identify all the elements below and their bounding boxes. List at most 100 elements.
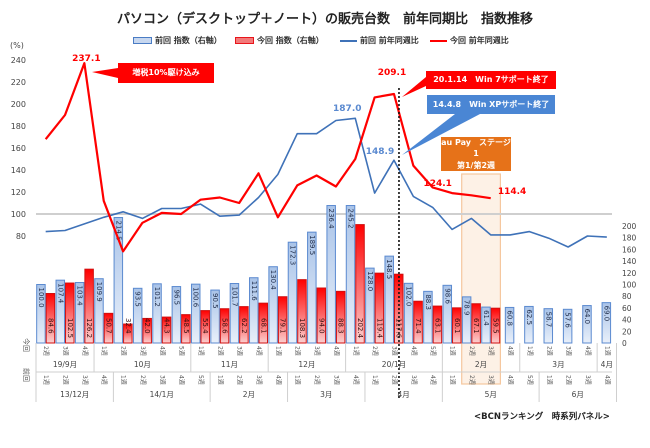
bar-previous-index (229, 283, 240, 344)
bar-label-previous: 78.9 (463, 300, 471, 316)
bar-label-current: 59.5 (491, 318, 499, 334)
bar-label-previous: 111.6 (250, 281, 258, 302)
bar-label-previous: 103.4 (76, 286, 84, 307)
week-label-previous: 2週 (565, 375, 573, 385)
week-label-current: 1週 (449, 346, 457, 356)
bar-current-index (45, 293, 56, 344)
bar-label-previous: 100.0 (37, 288, 45, 308)
left-axis-tick: 200 (11, 100, 26, 109)
bar-current-index (200, 310, 210, 344)
right-axis-tick: 20 (622, 327, 632, 336)
bar-previous-index (55, 279, 66, 344)
bar-label-previous: 189.5 (308, 235, 316, 255)
week-label-current: 2週 (216, 346, 224, 356)
week-label-current: 2週 (120, 346, 128, 356)
month-label-current: 11月 (221, 360, 238, 369)
line-current-yoy (44, 62, 491, 253)
legend-swatch (430, 39, 447, 42)
week-label-current: 3週 (565, 346, 573, 356)
bar-previous-index (582, 305, 592, 344)
bar-label-current: 84.6 (46, 318, 54, 334)
footnote: <BCNランキング 時系列パネル> (474, 412, 610, 422)
legend-label: 今回 指数（右軸） (257, 36, 324, 45)
bar-previous-index (384, 255, 394, 344)
week-label-previous: 4週 (429, 375, 437, 385)
month-label-previous: 2月 (243, 390, 255, 399)
week-label-previous: 1週 (120, 375, 128, 385)
bar-current-index (452, 307, 462, 344)
right-axis-tick: 40 (622, 316, 632, 325)
week-label-current: 4週 (410, 346, 418, 356)
bar-previous-index (210, 289, 220, 344)
bar-label-previous: 98.6 (443, 288, 451, 304)
bar-label-current: 79.1 (279, 318, 287, 334)
bar-previous-index (74, 282, 85, 344)
right-axis-tick: 160 (622, 245, 637, 254)
week-label-current: 4週 (507, 346, 515, 356)
bar-current-index (258, 302, 269, 344)
bar-label-previous: 148.5 (385, 259, 393, 279)
bar-label-previous: 69.0 (602, 306, 610, 322)
legend-swatch (340, 39, 357, 42)
week-label-previous: 4週 (274, 375, 282, 385)
week-label-previous: 4週 (603, 375, 611, 385)
month-label-previous: 13/12月 (60, 390, 89, 399)
bar-previous-index (461, 296, 472, 344)
week-label-current: 1週 (526, 346, 534, 356)
week-label-previous: 3週 (410, 375, 418, 385)
bar-previous-index (326, 205, 336, 344)
right-axis-tick: 60 (622, 304, 632, 313)
legend-item-prev-index: 前回 指数（右軸） (133, 35, 222, 46)
legend-item-curr-ratio: 今回 前年同週比 (430, 35, 509, 46)
left-axis-tick: 160 (11, 144, 26, 153)
week-label-current: 1週 (274, 346, 282, 356)
bar-label-current: 48.5 (182, 318, 190, 334)
week-label-previous: 3週 (255, 375, 263, 385)
bar-previous-index (132, 287, 143, 344)
bar-label-current: 55.4 (201, 318, 209, 334)
bar-current-index (335, 290, 346, 344)
callout-aupay: au Pay ステージ1 第1/第2週 (441, 137, 511, 171)
month-label-previous: 5月 (485, 390, 497, 399)
bar-previous-index (481, 306, 491, 344)
bar-previous-index (152, 283, 162, 344)
week-label-current: 1週 (352, 346, 360, 356)
bar-label-current: 58.6 (221, 318, 229, 334)
month-label-current: 4月 (601, 360, 613, 369)
week-label-previous: 1週 (216, 375, 224, 385)
bar-label-previous: 88.3 (424, 294, 432, 310)
bar-current-index (65, 282, 75, 344)
data-label-209: 209.1 (378, 68, 406, 78)
highlight-range (461, 173, 502, 385)
week-label-current: 3週 (313, 346, 321, 356)
legend-label: 今回 前年同週比 (450, 36, 509, 45)
week-label-previous: 4週 (352, 375, 360, 385)
week-label-current: 2週 (545, 346, 553, 356)
month-label-current: 20/1月 (382, 360, 406, 369)
data-label-114: 114.4 (498, 187, 526, 197)
bar-label-current: 68.1 (259, 318, 267, 334)
bar-label-previous: 128.0 (366, 271, 374, 291)
legend-label: 前回 指数（右軸） (155, 36, 222, 45)
bar-current-index (471, 303, 481, 344)
left-axis-tick: 100 (11, 210, 26, 219)
bar-previous-index (403, 282, 414, 344)
left-axis-tick: 240 (11, 56, 26, 65)
bar-label-current: 71.4 (414, 318, 422, 334)
week-label-previous: 2週 (313, 375, 321, 385)
bar-label-current: 50.7 (104, 318, 112, 334)
week-label-previous: 1週 (545, 375, 553, 385)
bar-current-index (103, 312, 114, 344)
bar-current-index (316, 287, 327, 344)
callout-aupay-line2: 第1/第2週 (456, 160, 496, 170)
bar-previous-index (268, 266, 278, 344)
callout-win7: 20.1.14 Win 7サポート終了 (426, 71, 556, 89)
bar-label-previous: 62.5 (525, 309, 533, 325)
week-label-previous: 5週 (526, 375, 534, 385)
bar-current-index (239, 306, 249, 344)
left-axis-tick: 120 (11, 188, 26, 197)
data-label-148: 148.9 (366, 147, 394, 157)
week-label-current: 2週 (294, 346, 302, 356)
bar-previous-index (543, 308, 554, 344)
week-label-previous: 1週 (42, 375, 50, 385)
